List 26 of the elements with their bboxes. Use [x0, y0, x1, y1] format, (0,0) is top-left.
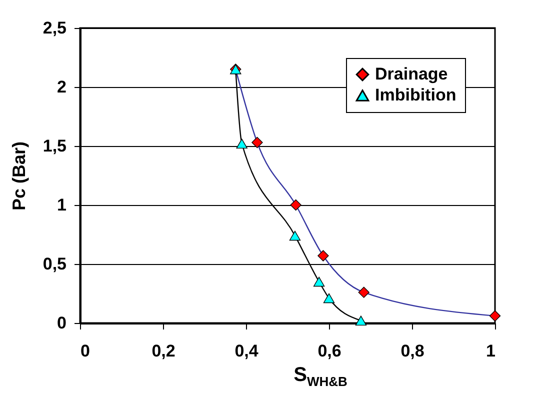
point: [289, 230, 301, 241]
y-axis-title: Pc (Bar): [8, 141, 29, 211]
y-tick-label: 2,5: [42, 18, 66, 38]
point: [358, 286, 370, 298]
x-tick-label: 0: [80, 342, 90, 360]
x-tick-label: 0,6: [318, 342, 342, 360]
y-tick-label: 0,5: [42, 254, 66, 274]
point: [318, 250, 329, 262]
x-tick-label: 1: [486, 342, 496, 360]
point: [313, 276, 325, 287]
point: [489, 310, 501, 322]
y-tick-label: 0: [57, 314, 66, 332]
point: [252, 136, 263, 148]
x-tick-label: 0,2: [152, 342, 176, 360]
point: [323, 293, 335, 304]
point: [355, 316, 367, 326]
x-tick-label: 0,4: [234, 342, 259, 360]
x-tick-label: 0,8: [400, 342, 424, 360]
x-axis-title: S$_{WH&B}$: [292, 364, 348, 389]
y-tick-label: 2: [57, 78, 66, 96]
legend-label: Drainage: [375, 64, 448, 84]
y-tick-label: 1,5: [42, 136, 66, 156]
legend-label: Imbibition: [375, 86, 456, 104]
point: [290, 199, 302, 211]
y-tick-label: 1: [57, 196, 66, 214]
point: [236, 138, 248, 149]
